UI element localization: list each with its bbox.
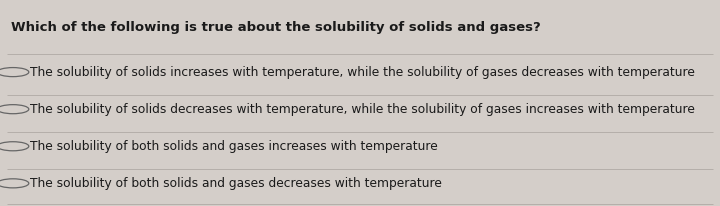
Circle shape: [0, 105, 29, 114]
Text: The solubility of both solids and gases decreases with temperature: The solubility of both solids and gases …: [30, 177, 442, 190]
Circle shape: [0, 142, 29, 151]
Text: The solubility of both solids and gases increases with temperature: The solubility of both solids and gases …: [30, 140, 438, 153]
Text: The solubility of solids increases with temperature, while the solubility of gas: The solubility of solids increases with …: [30, 66, 695, 79]
Text: Which of the following is true about the solubility of solids and gases?: Which of the following is true about the…: [11, 21, 541, 34]
Text: The solubility of solids decreases with temperature, while the solubility of gas: The solubility of solids decreases with …: [30, 103, 695, 116]
Circle shape: [0, 179, 29, 188]
Circle shape: [0, 68, 29, 77]
